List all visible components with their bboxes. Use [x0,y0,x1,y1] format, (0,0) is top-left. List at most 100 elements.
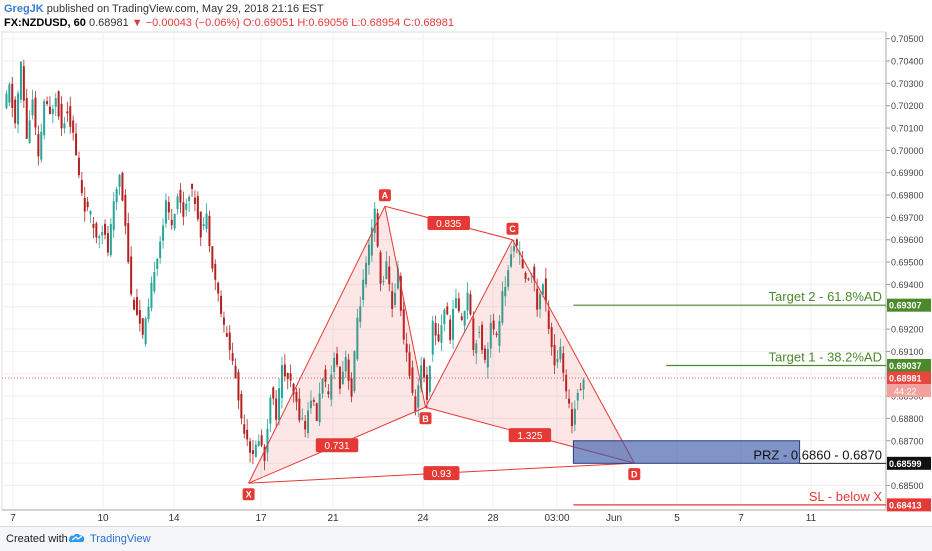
candle-body [576,392,579,401]
candle-body [118,174,121,187]
countdown-label: 44:22 [894,386,917,396]
candle-body [336,353,339,365]
candle-body [199,211,202,238]
publish-info: GregJK published on TradingView.com, May… [4,3,324,15]
candle-body [356,317,359,360]
ratio-label: 0.731 [325,441,350,452]
candle-body [373,208,376,233]
candle-body [179,189,182,203]
ratio-badge [315,438,359,453]
candle-body [492,320,495,330]
candle-body [443,309,446,325]
author-link[interactable]: GregJK [4,3,44,15]
candle-body [246,429,249,440]
candle-body [170,219,173,226]
candle-body [327,391,330,395]
candle-body [17,93,20,125]
candle-body [109,224,112,256]
candle-body [347,359,350,381]
candle-body [101,232,104,236]
ratio-badge [423,466,460,481]
target-1-tag: 0.69037 [889,361,922,371]
candle-body [362,279,365,301]
candle-body [260,435,263,446]
candle-body [521,258,524,269]
candle-body [77,157,80,176]
stop-tag: 0.68413 [889,500,922,510]
pattern-point-label: A [382,191,389,201]
target-label: Target 1 - 38.2%AD [769,349,882,364]
candle-body [188,196,191,201]
candle-body [483,348,486,360]
candle-body [220,295,223,314]
candle-body [333,357,336,372]
candle-body [173,213,176,229]
candle-body [423,359,426,378]
target-2-tag-bg [887,298,931,312]
candle-body [72,120,75,133]
candle-body [301,418,304,420]
candle-body [460,316,463,320]
candle-body [507,270,510,287]
pattern-bcd-fill [425,239,635,464]
candle-body [208,215,211,247]
candle-body [25,98,28,139]
candle-body [562,353,565,373]
candle-body [402,309,405,340]
candle-body [98,236,101,239]
y-tick-label: 0.70200 [891,101,924,111]
candle-body [498,321,501,346]
tradingview-brand[interactable]: TradingView [90,533,151,545]
countdown-bg [887,384,931,397]
x-tick-label: 17 [255,513,267,524]
pattern-point-badge [419,412,432,425]
candle-body [440,325,443,343]
x-tick-label: Jun [606,513,622,524]
price-chart[interactable]: 7 10 14 17 21 24 28 03:00 Jun 5 7 11 0.70500 0.70400 0… [0,0,932,526]
candle-body [19,61,22,100]
x-tick-label: 7 [738,513,744,524]
ratio-label: 0.835 [436,219,461,230]
pattern-point-badge [506,222,519,235]
candle-body [130,256,133,295]
candle-body [124,194,127,226]
candle-body [466,292,469,311]
candle-body [280,365,283,399]
candle-body [359,306,362,323]
y-tick-label: 0.70500 [891,34,924,44]
candle-body [185,203,188,210]
footer-bar: Created with TradingView [0,526,932,551]
candle-body [527,278,530,280]
candle-body [69,106,72,127]
pattern-leg [384,206,426,408]
candle-body [376,213,379,247]
candle-body [31,99,34,116]
candle-body [60,103,63,129]
pattern-leg [248,206,386,484]
candle-body [211,246,214,269]
candle-body [495,333,498,336]
candle-body [344,356,347,372]
target-label: Target 2 - 61.8%AD [769,289,882,304]
pattern-point-label: D [631,470,638,480]
candle-body [63,123,66,129]
pattern-point-badge [242,488,255,501]
y-tick-label: 0.69900 [891,168,924,178]
target-2-tag: 0.69307 [889,301,922,311]
pattern-leg [425,239,513,408]
candle-body [350,378,353,397]
candle-body [127,223,130,263]
candle-body [159,241,162,259]
candle-body [420,365,423,389]
candle-body [46,101,49,104]
candle-body [254,444,257,457]
candle-body [524,272,527,279]
pattern-point-label: C [509,224,516,234]
ratio-label: 0.93 [432,469,452,480]
x-tick-label: 5 [674,513,680,524]
candle-body [431,320,434,355]
candle-body [289,373,292,381]
candle-body [324,369,327,382]
candle-body [66,111,69,114]
candle-body [243,424,246,434]
